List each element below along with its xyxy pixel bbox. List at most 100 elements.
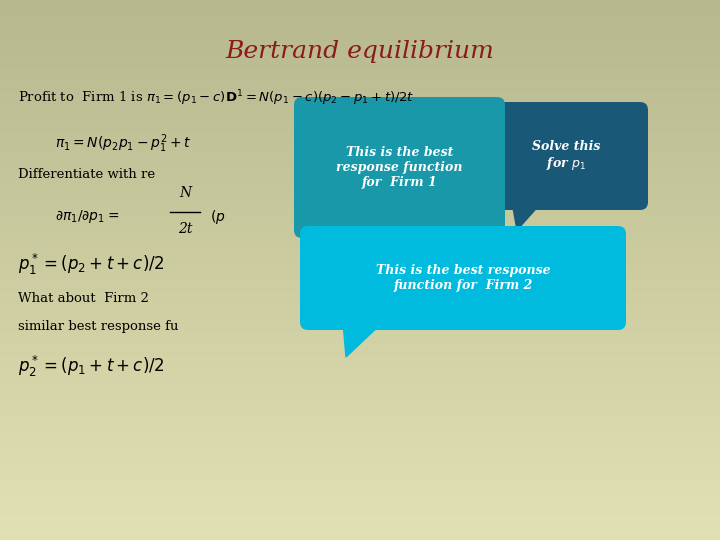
Bar xyxy=(0,173,720,176)
Bar xyxy=(0,521,720,524)
Bar xyxy=(0,497,720,500)
Bar xyxy=(0,68,720,70)
Bar xyxy=(0,148,720,151)
Bar xyxy=(0,427,720,429)
Bar xyxy=(0,59,720,62)
Bar xyxy=(0,232,720,235)
Bar xyxy=(0,200,720,202)
Bar xyxy=(0,532,720,535)
Text: N: N xyxy=(179,186,191,200)
Bar xyxy=(0,383,720,386)
Bar xyxy=(0,286,720,289)
Bar xyxy=(0,73,720,76)
Bar xyxy=(0,467,720,470)
Bar xyxy=(0,38,720,40)
Bar xyxy=(0,19,720,22)
Bar xyxy=(0,416,720,418)
Bar xyxy=(0,76,720,78)
Bar xyxy=(0,340,720,343)
Bar xyxy=(0,92,720,94)
Bar xyxy=(0,32,720,35)
Bar xyxy=(0,89,720,92)
Bar xyxy=(0,57,720,59)
Bar xyxy=(0,14,720,16)
Bar xyxy=(0,235,720,238)
Bar xyxy=(0,27,720,30)
Bar xyxy=(0,22,720,24)
Bar xyxy=(0,116,720,119)
Text: $\partial\pi_1/ \partial p_1 = $: $\partial\pi_1/ \partial p_1 = $ xyxy=(55,208,120,225)
Bar xyxy=(0,124,720,127)
Bar xyxy=(0,65,720,68)
Bar xyxy=(0,5,720,8)
Bar xyxy=(0,103,720,105)
Bar xyxy=(0,537,720,540)
Bar xyxy=(0,151,720,154)
Bar xyxy=(0,273,720,275)
Text: Solve this
for $p_1$: Solve this for $p_1$ xyxy=(532,140,600,172)
Bar xyxy=(0,256,720,259)
Text: This is the best response
function for  Firm 2: This is the best response function for F… xyxy=(376,264,550,292)
Bar xyxy=(0,343,720,346)
Bar xyxy=(0,362,720,364)
Bar xyxy=(0,375,720,378)
Bar xyxy=(0,205,720,208)
Bar xyxy=(0,127,720,130)
Bar xyxy=(0,354,720,356)
Bar xyxy=(0,227,720,229)
Bar xyxy=(0,248,720,251)
Bar xyxy=(0,446,720,448)
Bar xyxy=(0,348,720,351)
Bar xyxy=(0,105,720,108)
Bar xyxy=(0,491,720,494)
Bar xyxy=(0,389,720,392)
Bar xyxy=(0,302,720,305)
Bar xyxy=(0,386,720,389)
Bar xyxy=(0,448,720,451)
Bar xyxy=(0,30,720,32)
Bar xyxy=(0,370,720,373)
Bar xyxy=(0,11,720,14)
Bar xyxy=(0,518,720,521)
Bar xyxy=(0,49,720,51)
Bar xyxy=(0,502,720,505)
FancyBboxPatch shape xyxy=(484,102,648,210)
Bar xyxy=(0,429,720,432)
Bar xyxy=(0,494,720,497)
Bar xyxy=(0,327,720,329)
Text: $\pi_1 = N(p_2 p_1 - p_1^2 + t$: $\pi_1 = N(p_2 p_1 - p_1^2 + t$ xyxy=(55,132,192,154)
Bar xyxy=(0,51,720,54)
Bar xyxy=(0,146,720,148)
Bar xyxy=(0,0,720,3)
Bar xyxy=(0,259,720,262)
Polygon shape xyxy=(342,230,372,260)
Bar xyxy=(0,413,720,416)
Bar xyxy=(0,373,720,375)
Bar xyxy=(0,221,720,224)
Bar xyxy=(0,297,720,300)
Bar xyxy=(0,70,720,73)
Bar xyxy=(0,135,720,138)
Polygon shape xyxy=(343,322,383,357)
Bar xyxy=(0,157,720,159)
Bar xyxy=(0,251,720,254)
Bar xyxy=(0,451,720,454)
Bar xyxy=(0,321,720,324)
Bar xyxy=(0,440,720,443)
Bar xyxy=(0,421,720,424)
Bar xyxy=(0,472,720,475)
FancyBboxPatch shape xyxy=(294,97,505,238)
Bar xyxy=(0,81,720,84)
Bar xyxy=(0,459,720,462)
Bar xyxy=(0,238,720,240)
Bar xyxy=(0,308,720,310)
Bar xyxy=(0,46,720,49)
Text: 2t: 2t xyxy=(178,222,192,236)
Bar xyxy=(0,267,720,270)
Bar xyxy=(0,219,720,221)
Bar xyxy=(0,483,720,486)
Bar xyxy=(0,500,720,502)
Bar xyxy=(0,324,720,327)
Bar xyxy=(0,464,720,467)
Bar xyxy=(0,270,720,273)
